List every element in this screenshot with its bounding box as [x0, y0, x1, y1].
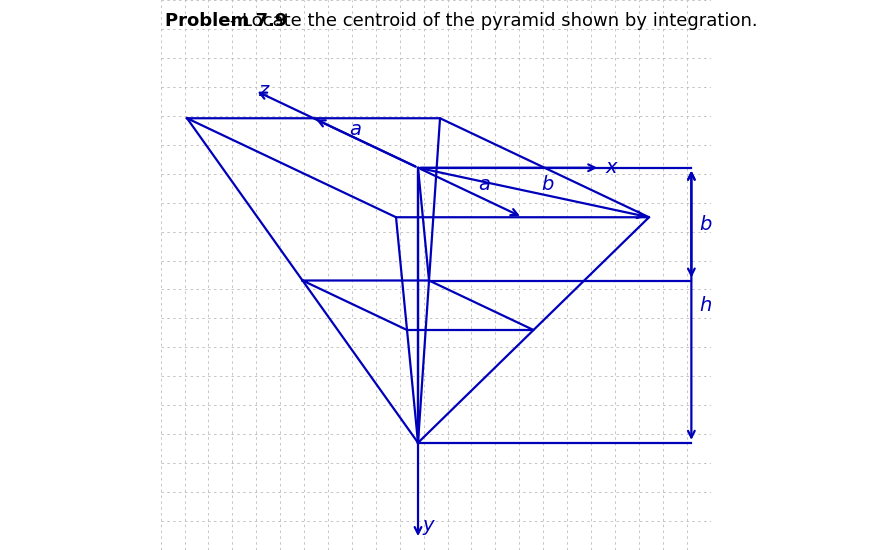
Text: z: z	[257, 81, 267, 100]
Text: h: h	[699, 296, 712, 315]
Text: y: y	[422, 515, 434, 535]
Text: - Locate the centroid of the pyramid shown by integration.: - Locate the centroid of the pyramid sho…	[224, 12, 756, 30]
Text: a: a	[349, 120, 360, 139]
Text: b: b	[699, 214, 712, 234]
Text: Problem 7.9: Problem 7.9	[164, 12, 287, 30]
Text: x: x	[605, 158, 617, 177]
Text: a: a	[477, 175, 490, 194]
Text: b: b	[541, 175, 552, 194]
